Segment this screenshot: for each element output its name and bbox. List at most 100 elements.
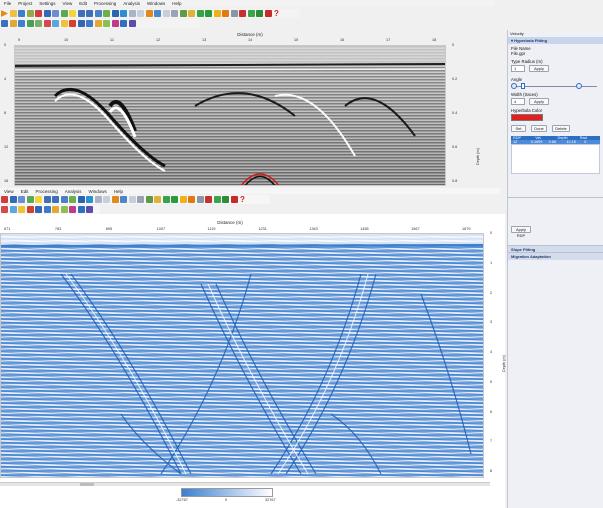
gain-icon[interactable]	[9, 206, 17, 213]
pie-icon[interactable]	[69, 206, 76, 213]
square-icon[interactable]	[205, 10, 212, 17]
menu-item-windows[interactable]: Windows	[88, 188, 107, 194]
star-icon[interactable]	[120, 20, 127, 27]
magic-icon[interactable]	[60, 206, 68, 213]
tag-icon[interactable]	[111, 196, 119, 203]
curve-icon[interactable]	[128, 10, 136, 17]
cut-icon[interactable]	[171, 10, 178, 17]
flag-icon[interactable]	[86, 196, 93, 203]
pencil-icon[interactable]	[103, 10, 110, 17]
table-icon[interactable]	[60, 196, 68, 203]
mountain-icon[interactable]	[256, 10, 263, 17]
edit-icon[interactable]	[77, 20, 85, 27]
wave-icon[interactable]	[60, 10, 68, 17]
menu-item-help[interactable]: Help	[172, 0, 182, 6]
image-icon[interactable]	[120, 196, 127, 203]
chart-bar-icon[interactable]	[264, 10, 272, 17]
type-radius-input[interactable]: 1	[511, 65, 525, 72]
stack-icon[interactable]	[60, 20, 68, 27]
mountain-icon[interactable]	[94, 20, 102, 27]
terrain-icon[interactable]	[145, 196, 153, 203]
delete-button[interactable]: Delete	[552, 125, 570, 132]
chart-icon[interactable]	[1, 196, 8, 203]
zoom-icon[interactable]	[188, 10, 195, 17]
cursor-icon[interactable]	[239, 10, 246, 17]
pie-icon[interactable]	[111, 20, 119, 27]
menu-item-windows[interactable]: Windows	[147, 0, 166, 6]
mountain-icon[interactable]	[52, 206, 59, 213]
search-icon[interactable]	[230, 10, 238, 17]
mountain-icon[interactable]	[222, 196, 229, 203]
trace-icon[interactable]	[43, 206, 51, 213]
help-icon[interactable]: ?	[240, 195, 245, 204]
panel-icon[interactable]	[1, 20, 8, 27]
scrollbar-thumb[interactable]	[80, 483, 94, 486]
filter-icon[interactable]	[18, 20, 25, 27]
apply-rdp-button[interactable]: Apply RDP	[511, 226, 531, 238]
target-icon[interactable]	[69, 20, 76, 27]
wave-icon[interactable]	[26, 20, 34, 27]
arrow-icon[interactable]	[77, 196, 85, 203]
chart-bar-icon[interactable]	[230, 196, 238, 203]
menu-item-analysis[interactable]: Analysis	[123, 0, 141, 6]
cross-icon[interactable]	[35, 20, 42, 27]
angle-slider-max-handle[interactable]	[576, 83, 582, 89]
wave-icon[interactable]	[26, 196, 34, 203]
table-row[interactable]: 12 0.1009 0.66 12.16 0	[511, 140, 600, 144]
filter-icon[interactable]	[18, 196, 25, 203]
chart-icon[interactable]	[35, 10, 42, 17]
stack-icon[interactable]	[18, 206, 25, 213]
table-icon[interactable]	[94, 10, 102, 17]
menu-item-processing[interactable]: Processing	[35, 188, 58, 194]
menu-item-view[interactable]: View	[4, 188, 14, 194]
migration-adaptation-header[interactable]: Migration Adaptation	[508, 252, 603, 260]
hyperbola-color-swatch[interactable]	[511, 114, 543, 121]
open-file-icon[interactable]	[9, 10, 17, 17]
gear-icon[interactable]	[188, 196, 195, 203]
play-icon[interactable]	[1, 10, 8, 17]
angle-slider[interactable]	[511, 83, 600, 90]
layers-icon[interactable]	[162, 196, 170, 203]
apply-width-button[interactable]: Apply	[529, 98, 549, 105]
zoom-icon[interactable]	[154, 196, 161, 203]
image-icon[interactable]	[154, 10, 161, 17]
table-icon[interactable]	[43, 196, 51, 203]
menu-item-file[interactable]: File	[4, 0, 12, 6]
terrain-icon[interactable]	[179, 10, 187, 17]
edit-icon[interactable]	[35, 206, 42, 213]
apply-radius-button[interactable]: Apply	[529, 65, 549, 72]
chart-icon[interactable]	[86, 206, 93, 213]
palette-icon[interactable]	[9, 20, 17, 27]
bars-icon[interactable]	[9, 196, 17, 203]
filter-icon[interactable]	[52, 10, 59, 17]
grid-icon[interactable]	[26, 10, 34, 17]
bars-icon[interactable]	[43, 10, 51, 17]
fork-icon[interactable]	[213, 196, 221, 203]
mirror-icon[interactable]	[43, 20, 51, 27]
crop-icon[interactable]	[128, 196, 136, 203]
menu-item-project[interactable]: Project	[18, 0, 33, 6]
curve-icon[interactable]	[94, 196, 102, 203]
menu-item-edit[interactable]: Edit	[79, 0, 87, 6]
target-icon[interactable]	[26, 206, 34, 213]
save-icon[interactable]	[18, 10, 25, 17]
menu-item-settings[interactable]: Settings	[39, 0, 56, 6]
menu-item-processing[interactable]: Processing	[94, 0, 117, 6]
horizontal-scrollbar[interactable]	[0, 482, 490, 486]
marker-icon[interactable]	[179, 196, 187, 203]
layers-icon[interactable]	[196, 10, 204, 17]
chart-icon[interactable]	[128, 20, 136, 27]
done-button[interactable]: Done	[531, 125, 547, 132]
help-icon[interactable]: ?	[274, 9, 279, 18]
table-icon[interactable]	[86, 10, 93, 17]
fork-icon[interactable]	[247, 10, 255, 17]
cut-icon[interactable]	[137, 196, 144, 203]
gear-icon[interactable]	[222, 10, 229, 17]
angle-slider-thumb[interactable]	[521, 83, 525, 89]
trace-icon[interactable]	[86, 20, 93, 27]
set-button[interactable]: Set	[511, 125, 526, 132]
menu-item-view[interactable]: View	[62, 0, 73, 6]
search-icon[interactable]	[196, 196, 204, 203]
width-input[interactable]: 4	[511, 98, 525, 105]
arrow-icon[interactable]	[111, 10, 119, 17]
